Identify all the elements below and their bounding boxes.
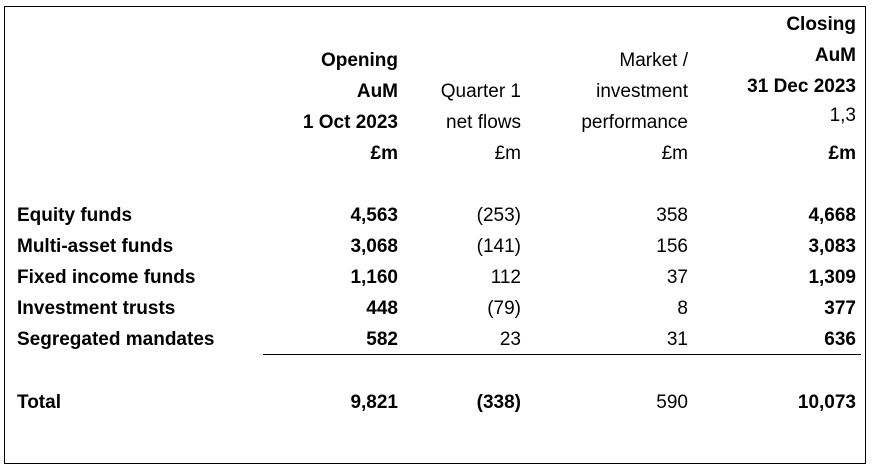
cell-multiasset-closing: 3,083 bbox=[808, 236, 856, 257]
col-market-header-line3: performance bbox=[581, 112, 688, 133]
cell-equity-netflows: (253) bbox=[476, 205, 521, 226]
row-label-multi-asset-funds: Multi-asset funds bbox=[17, 236, 174, 257]
cell-segregated-market: 31 bbox=[666, 329, 688, 350]
cell-trusts-netflows: (79) bbox=[487, 298, 521, 319]
cell-fixedincome-netflows: 112 bbox=[490, 267, 521, 288]
cell-equity-closing: 4,668 bbox=[808, 205, 856, 226]
cell-total-market: 590 bbox=[656, 392, 688, 413]
row-label-fixed-income-funds: Fixed income funds bbox=[17, 267, 196, 288]
col-closing-header-unit: £m bbox=[828, 143, 856, 164]
cell-equity-opening: 4,563 bbox=[350, 205, 398, 226]
cell-multiasset-market: 156 bbox=[656, 236, 688, 257]
col-opening-header-unit: £m bbox=[370, 143, 398, 164]
cell-total-closing: 10,073 bbox=[797, 392, 856, 413]
col-market-header-line1: Market / bbox=[619, 50, 688, 71]
cell-segregated-opening: 582 bbox=[366, 329, 398, 350]
cell-multiasset-opening: 3,068 bbox=[350, 236, 398, 257]
col-market-header-unit: £m bbox=[661, 143, 688, 164]
row-label-total: Total bbox=[17, 392, 61, 413]
cell-multiasset-netflows: (141) bbox=[476, 236, 521, 257]
col-closing-header-line2: AuM bbox=[814, 45, 856, 66]
total-separator-rule bbox=[263, 354, 861, 355]
col-opening-header-line2: AuM bbox=[356, 81, 398, 102]
cell-total-opening: 9,821 bbox=[350, 392, 398, 413]
cell-trusts-market: 8 bbox=[677, 298, 688, 319]
row-label-segregated-mandates: Segregated mandates bbox=[17, 329, 215, 350]
cell-fixedincome-market: 37 bbox=[666, 267, 688, 288]
cell-trusts-opening: 448 bbox=[366, 298, 398, 319]
cell-equity-market: 358 bbox=[656, 205, 688, 226]
cell-segregated-closing: 636 bbox=[824, 329, 856, 350]
cell-segregated-netflows: 23 bbox=[499, 329, 521, 350]
cell-total-netflows: (338) bbox=[476, 392, 521, 413]
row-label-investment-trusts: Investment trusts bbox=[17, 298, 176, 319]
col-closing-header-footnote: 1,3 bbox=[829, 105, 856, 126]
col-opening-header-line3: 1 Oct 2023 bbox=[302, 112, 398, 133]
col-closing-header-line1: Closing bbox=[786, 14, 856, 35]
cell-trusts-closing: 377 bbox=[824, 298, 856, 319]
col-market-header-line2: investment bbox=[596, 81, 688, 102]
table-frame bbox=[4, 6, 866, 464]
col-netflows-header-line1: Quarter 1 bbox=[440, 81, 521, 102]
cell-fixedincome-closing: 1,309 bbox=[808, 267, 856, 288]
col-opening-header-line1: Opening bbox=[320, 50, 398, 71]
col-netflows-header-line2: net flows bbox=[446, 112, 521, 133]
row-label-equity-funds: Equity funds bbox=[17, 205, 133, 226]
col-netflows-header-unit: £m bbox=[494, 143, 521, 164]
col-closing-header-line3: 31 Dec 2023 bbox=[747, 76, 856, 97]
cell-fixedincome-opening: 1,160 bbox=[350, 267, 398, 288]
